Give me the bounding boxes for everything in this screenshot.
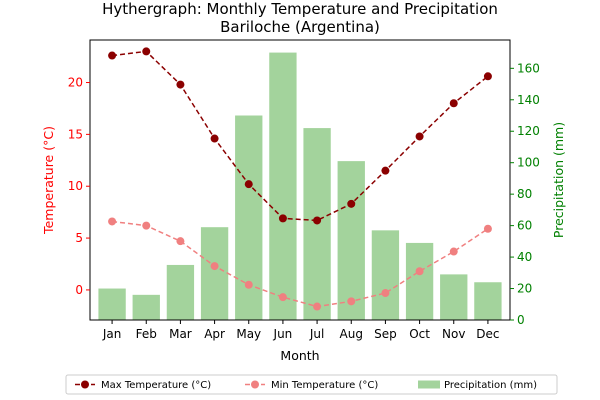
legend-bar-swatch <box>418 380 440 389</box>
temperature-point <box>449 99 458 108</box>
precipitation-bar <box>405 242 434 320</box>
x-tick-label: Dec <box>476 327 499 341</box>
x-tick-label: Jun <box>273 327 293 341</box>
temperature-point <box>142 47 151 56</box>
temperature-point <box>381 289 390 298</box>
temperature-point <box>347 297 356 306</box>
x-tick-label: Jul <box>309 327 324 341</box>
temperature-lines <box>108 47 492 311</box>
x-axis-label: Month <box>280 348 319 363</box>
temperature-point <box>244 180 253 189</box>
legend-label: Max Temperature (°C) <box>101 380 211 391</box>
x-tick-label: Sep <box>374 327 397 341</box>
x-tick-label: Apr <box>204 327 225 341</box>
x-tick-label: Mar <box>169 327 192 341</box>
precipitation-bar <box>440 274 468 320</box>
temperature-point <box>313 302 322 311</box>
temperature-point <box>415 132 424 141</box>
temperature-point <box>176 237 185 246</box>
y-right-tick-label: 100 <box>517 156 540 170</box>
y-right-tick-label: 40 <box>517 250 532 264</box>
precipitation-bar <box>269 52 297 321</box>
precipitation-bar <box>200 227 229 320</box>
precipitation-bar <box>337 161 365 320</box>
legend-label: Precipitation (mm) <box>444 380 537 391</box>
precipitation-bar <box>235 115 263 320</box>
temperature-point <box>381 166 390 175</box>
temperature-series-line <box>111 50 489 222</box>
legend-label: Min Temperature (°C) <box>271 380 378 391</box>
temperature-point <box>142 221 151 230</box>
precipitation-bar <box>98 288 126 320</box>
x-tick-label: Jan <box>102 327 122 341</box>
x-tick-label: Feb <box>136 327 157 341</box>
y-right-tick-label: 60 <box>517 219 532 233</box>
legend: Max Temperature (°C) Min Temperature (°C)… <box>65 374 558 395</box>
y-right-tick-label: 20 <box>517 282 532 296</box>
y-right-tick-label: 0 <box>517 313 525 327</box>
temperature-point <box>176 80 185 89</box>
y-right-tick-label: 120 <box>517 124 540 138</box>
temperature-point <box>108 51 117 60</box>
temperature-point <box>483 72 492 81</box>
temperature-point <box>278 293 287 302</box>
temperature-point <box>278 214 287 223</box>
axes: 0 5 10 15 20 0 20 40 60 80 100 120 140 160 Jan Feb Mar Ap… <box>68 39 540 341</box>
y-left-tick-label: 15 <box>68 127 83 141</box>
temperature-point <box>415 267 424 276</box>
temperature-point <box>210 262 219 271</box>
temperature-point <box>108 217 117 226</box>
precipitation-bar <box>166 264 195 320</box>
legend-marker-swatch <box>251 380 259 389</box>
precipitation-bar <box>371 230 400 320</box>
chart-subtitle: Bariloche (Argentina) <box>220 18 380 36</box>
y-left-tick-label: 5 <box>75 231 83 245</box>
legend-box <box>65 374 558 395</box>
temperature-point <box>483 224 492 233</box>
legend-marker-swatch <box>81 380 89 389</box>
y-right-tick-label: 160 <box>517 61 540 75</box>
x-tick-label: Oct <box>409 327 430 341</box>
temperature-point <box>313 216 322 225</box>
temperature-point <box>449 247 458 256</box>
temperature-point <box>244 280 253 289</box>
y-left-tick-label: 20 <box>68 76 83 90</box>
x-tick-label: May <box>236 327 261 341</box>
precipitation-bars <box>98 52 502 321</box>
y-left-tick-label: 10 <box>68 179 83 193</box>
y-left-tick-label: 0 <box>75 283 83 297</box>
precipitation-bar <box>474 282 502 320</box>
y-right-tick-label: 140 <box>517 93 540 107</box>
y-axis-left-label: Temperature (°C) <box>41 126 56 235</box>
precipitation-bar <box>132 294 160 320</box>
temperature-point <box>210 134 219 143</box>
temperature-series-line <box>111 220 489 308</box>
y-right-tick-label: 80 <box>517 187 532 201</box>
temperature-point <box>347 199 356 208</box>
x-tick-label: Nov <box>442 327 465 341</box>
x-tick-label: Aug <box>340 327 363 341</box>
plot-frame <box>89 39 511 321</box>
chart-title: Hythergraph: Monthly Temperature and Pre… <box>102 0 498 18</box>
y-axis-right-label: Precipitation (mm) <box>551 122 566 238</box>
